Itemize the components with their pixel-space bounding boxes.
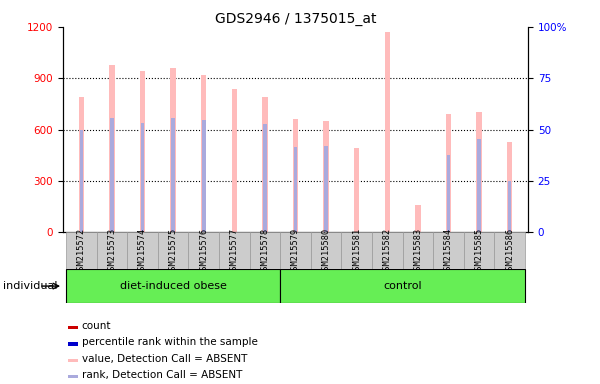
Text: GSM215575: GSM215575 [169, 228, 178, 275]
Text: GSM215572: GSM215572 [77, 228, 86, 275]
Bar [433, 232, 464, 271]
Text: value, Detection Call = ABSENT: value, Detection Call = ABSENT [82, 354, 247, 364]
Text: GSM215573: GSM215573 [107, 228, 116, 275]
Bar [127, 232, 158, 271]
Text: GSM215580: GSM215580 [322, 228, 331, 275]
Bar [293, 119, 298, 232]
Text: percentile rank within the sample: percentile rank within the sample [82, 337, 257, 347]
Bar [97, 232, 127, 271]
Text: rank, Detection Call = ABSENT: rank, Detection Call = ABSENT [82, 370, 242, 380]
Text: control: control [383, 281, 422, 291]
Text: GSM215574: GSM215574 [138, 228, 147, 275]
Bar [109, 65, 115, 232]
Bar [140, 71, 145, 232]
Text: GSM215578: GSM215578 [260, 228, 269, 275]
Bar [446, 155, 450, 232]
Text: GSM215584: GSM215584 [444, 228, 453, 275]
Bar [68, 326, 78, 329]
Text: diet-induced obese: diet-induced obese [119, 281, 227, 291]
Bar [385, 32, 390, 232]
Bar [403, 232, 433, 271]
Text: GSM215585: GSM215585 [475, 228, 484, 275]
Text: GSM215583: GSM215583 [413, 228, 422, 275]
Bar [188, 232, 219, 271]
Bar [68, 359, 78, 362]
Bar [476, 113, 482, 232]
Bar [507, 142, 512, 232]
Bar [219, 232, 250, 271]
Bar [477, 139, 481, 232]
Title: GDS2946 / 1375015_at: GDS2946 / 1375015_at [215, 12, 376, 26]
Bar [141, 123, 145, 232]
Bar [232, 88, 237, 232]
Text: GSM215581: GSM215581 [352, 228, 361, 275]
Bar [354, 149, 359, 232]
Bar [280, 232, 311, 271]
Text: GSM215586: GSM215586 [505, 228, 514, 275]
Bar [158, 232, 188, 271]
Bar [446, 114, 451, 232]
Bar [508, 181, 511, 232]
Text: GSM215579: GSM215579 [291, 228, 300, 275]
Bar [66, 232, 97, 271]
Bar [323, 121, 329, 232]
Bar [171, 118, 175, 232]
Text: count: count [82, 321, 111, 331]
Bar [66, 269, 280, 303]
Bar [68, 375, 78, 378]
Bar [293, 147, 298, 232]
Bar [68, 342, 78, 346]
Bar [79, 97, 84, 232]
Bar [280, 269, 525, 303]
Bar [262, 97, 268, 232]
Bar [494, 232, 525, 271]
Bar [250, 232, 280, 271]
Bar [202, 120, 206, 232]
Bar [341, 232, 372, 271]
Text: GSM215577: GSM215577 [230, 228, 239, 275]
Bar [324, 146, 328, 232]
Text: GSM215576: GSM215576 [199, 228, 208, 275]
Bar [201, 75, 206, 232]
Bar [311, 232, 341, 271]
Text: GSM215582: GSM215582 [383, 228, 392, 275]
Bar [464, 232, 494, 271]
Bar [170, 68, 176, 232]
Bar [263, 124, 267, 232]
Bar [415, 205, 421, 232]
Bar [372, 232, 403, 271]
Bar [80, 129, 83, 232]
Bar [110, 118, 114, 232]
Text: individual: individual [3, 281, 58, 291]
